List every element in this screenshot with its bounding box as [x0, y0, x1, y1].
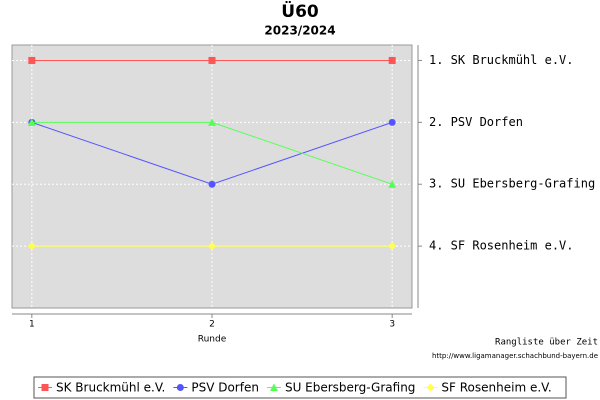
x-tick-label: 2 [209, 320, 215, 330]
y-tick-label: 3. SU Ebersberg-Grafing [429, 177, 595, 191]
marker [269, 383, 278, 391]
chart-title: Ü60 [281, 0, 319, 22]
marker [28, 56, 36, 64]
y-axis-label: Rangliste über Zeit [495, 338, 598, 348]
legend-label: SK Bruckmühl e.V. [56, 381, 165, 395]
marker [27, 118, 36, 126]
source-url: http://www.ligamanager.schachbund-bayern… [432, 352, 598, 360]
x-tick-label: 1 [29, 320, 35, 330]
marker [388, 180, 397, 188]
marker [388, 242, 397, 251]
marker [27, 242, 36, 251]
y-tick-label: 4. SF Rosenheim e.V. [429, 239, 574, 253]
marker [426, 383, 435, 392]
x-axis-label: Runde [198, 335, 227, 345]
legend-label: SF Rosenheim e.V. [441, 381, 551, 395]
legend-label: SU Ebersberg-Grafing [285, 381, 415, 395]
plot-area [11, 44, 413, 309]
y-tick-label: 1. SK Bruckmühl e.V. [429, 53, 574, 67]
marker [208, 180, 216, 188]
marker [41, 384, 49, 391]
marker [208, 118, 216, 126]
y-tick-label: 2. PSV Dorfen [429, 115, 523, 129]
x-tick-label: 3 [389, 320, 395, 330]
legend-label: PSV Dorfen [191, 381, 259, 395]
marker [208, 56, 216, 64]
legend-box [33, 376, 567, 399]
marker [388, 56, 396, 64]
marker [208, 242, 216, 251]
marker [388, 118, 396, 126]
marker [176, 384, 184, 391]
chart-subtitle: 2023/2024 [264, 24, 335, 38]
